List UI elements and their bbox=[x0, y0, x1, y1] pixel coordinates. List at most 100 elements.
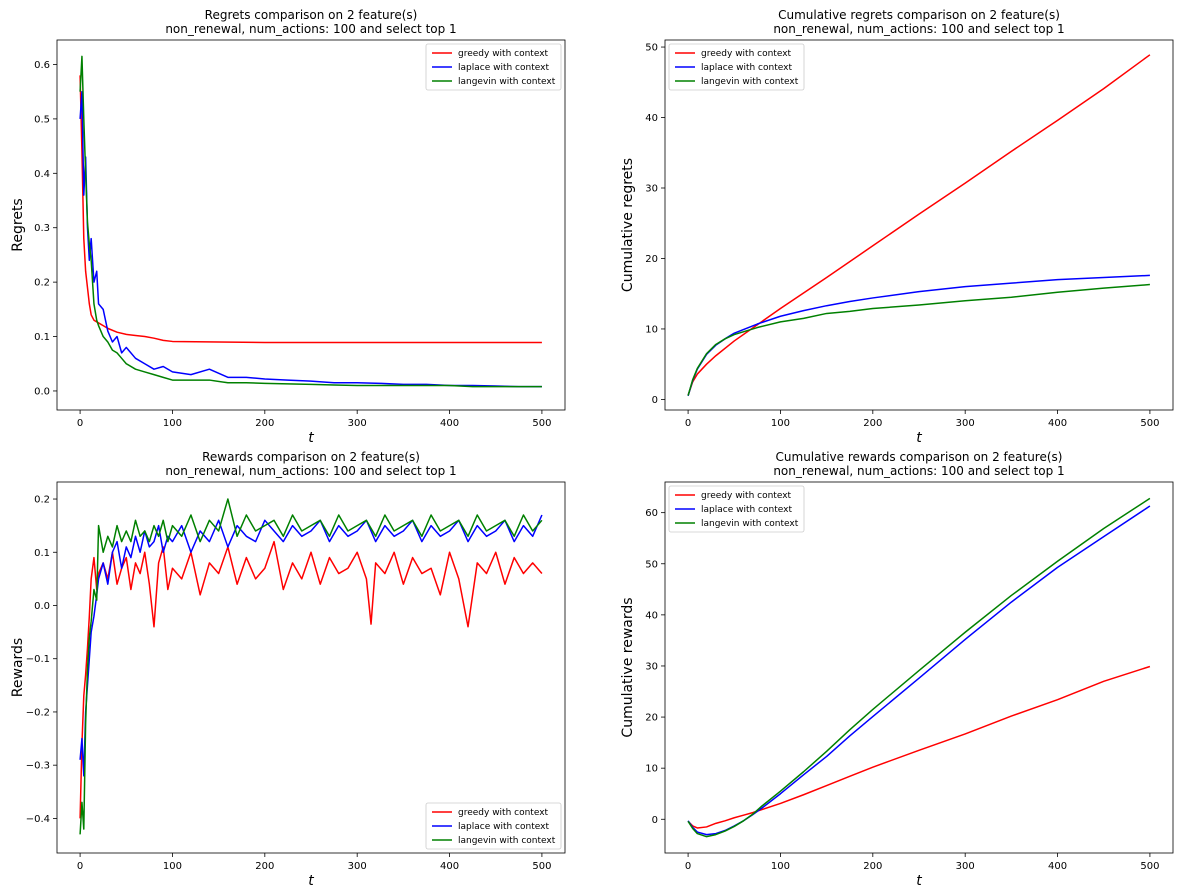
x-axis-label: t bbox=[916, 430, 922, 446]
y-tick-label: 30 bbox=[645, 661, 658, 672]
chart-subtitle: non_renewal, num_actions: 100 and select… bbox=[165, 22, 456, 36]
series-line-greedy bbox=[687, 54, 1151, 396]
axes-frame bbox=[56, 39, 566, 411]
y-axis-label: Rewards bbox=[10, 638, 26, 697]
y-tick-label: −0.4 bbox=[26, 814, 50, 825]
y-tick-label: 30 bbox=[645, 184, 658, 195]
x-tick-label: 200 bbox=[255, 861, 274, 872]
x-tick-label: 400 bbox=[440, 861, 459, 872]
chart-panel: Cumulative regrets comparison on 2 featu… bbox=[620, 8, 1174, 446]
y-tick-label: 10 bbox=[645, 324, 658, 335]
legend: greedy with context laplace with context l… bbox=[668, 485, 805, 533]
x-tick-label: 100 bbox=[163, 861, 182, 872]
x-tick-label: 0 bbox=[685, 418, 691, 429]
legend-box bbox=[668, 43, 805, 91]
legend-label: greedy with context bbox=[701, 491, 792, 501]
y-tick-label: 0.0 bbox=[34, 601, 50, 612]
x-tick-label: 0 bbox=[685, 861, 691, 872]
legend-label: laplace with context bbox=[701, 505, 792, 515]
chart-title: Cumulative regrets comparison on 2 featu… bbox=[778, 8, 1060, 22]
x-tick-label: 400 bbox=[1048, 861, 1067, 872]
legend-label: greedy with context bbox=[458, 49, 549, 59]
chart-panel: Regrets comparison on 2 feature(s)non_re… bbox=[10, 8, 566, 446]
legend-label: laplace with context bbox=[458, 822, 549, 832]
legend: greedy with context laplace with context l… bbox=[425, 802, 562, 850]
y-tick-label: 40 bbox=[645, 610, 658, 621]
series-line-greedy bbox=[687, 665, 1151, 829]
series-line-langevin bbox=[687, 283, 1150, 396]
x-tick-label: 300 bbox=[956, 861, 975, 872]
legend: greedy with context laplace with context l… bbox=[668, 43, 805, 91]
y-tick-label: 60 bbox=[645, 508, 658, 519]
chart-title: Cumulative rewards comparison on 2 featu… bbox=[776, 450, 1063, 464]
legend-box bbox=[668, 485, 805, 533]
x-tick-label: 500 bbox=[1140, 418, 1159, 429]
y-tick-label: 0.2 bbox=[34, 495, 50, 506]
legend-label: langevin with context bbox=[701, 77, 799, 87]
y-tick-label: 0.2 bbox=[34, 278, 50, 289]
y-tick-label: 10 bbox=[645, 764, 658, 775]
y-tick-label: 40 bbox=[645, 113, 658, 124]
y-tick-label: 0.6 bbox=[34, 60, 50, 71]
y-axis-label: Cumulative rewards bbox=[620, 597, 636, 737]
y-tick-label: −0.1 bbox=[26, 654, 50, 665]
legend-label: langevin with context bbox=[458, 77, 556, 87]
legend-label: greedy with context bbox=[458, 808, 549, 818]
legend-label: laplace with context bbox=[701, 63, 792, 73]
axes-frame bbox=[664, 481, 1174, 854]
x-axis-label: t bbox=[916, 873, 922, 889]
series-line-greedy bbox=[79, 540, 543, 819]
series-line-langevin bbox=[79, 498, 543, 835]
y-tick-label: 0.1 bbox=[34, 332, 50, 343]
x-tick-label: 0 bbox=[77, 861, 83, 872]
x-tick-label: 400 bbox=[1048, 418, 1067, 429]
chart-title: Regrets comparison on 2 feature(s) bbox=[205, 8, 418, 22]
chart-title: Rewards comparison on 2 feature(s) bbox=[202, 450, 420, 464]
y-tick-label: −0.3 bbox=[26, 761, 50, 772]
series-line-laplace bbox=[79, 514, 543, 777]
chart-panel: Rewards comparison on 2 feature(s)non_re… bbox=[10, 450, 566, 889]
chart-subtitle: non_renewal, num_actions: 100 and select… bbox=[773, 464, 1064, 478]
y-tick-label: 50 bbox=[645, 43, 658, 54]
y-tick-label: 0.5 bbox=[34, 114, 50, 125]
x-tick-label: 0 bbox=[77, 418, 83, 429]
series-line-laplace bbox=[79, 90, 542, 388]
legend-box bbox=[425, 43, 562, 91]
series-line-laplace bbox=[687, 505, 1151, 836]
y-tick-label: 0.1 bbox=[34, 548, 50, 559]
x-tick-label: 300 bbox=[348, 861, 367, 872]
x-tick-label: 200 bbox=[863, 861, 882, 872]
x-tick-label: 100 bbox=[771, 861, 790, 872]
legend-box bbox=[425, 802, 562, 850]
x-tick-label: 500 bbox=[1140, 861, 1159, 872]
x-tick-label: 200 bbox=[863, 418, 882, 429]
x-axis-label: t bbox=[308, 430, 314, 446]
axes-frame bbox=[56, 481, 566, 854]
legend-label: greedy with context bbox=[701, 49, 792, 59]
series-line-langevin bbox=[687, 497, 1151, 838]
legend: greedy with context laplace with context l… bbox=[425, 43, 562, 91]
x-tick-label: 100 bbox=[163, 418, 182, 429]
x-tick-label: 500 bbox=[532, 861, 551, 872]
y-tick-label: 0.3 bbox=[34, 223, 50, 234]
y-tick-label: 0.0 bbox=[34, 386, 50, 397]
x-tick-label: 500 bbox=[532, 418, 551, 429]
x-axis-label: t bbox=[308, 873, 314, 889]
y-tick-label: 0.4 bbox=[34, 169, 50, 180]
y-axis-label: Regrets bbox=[10, 198, 26, 251]
x-tick-label: 200 bbox=[255, 418, 274, 429]
y-tick-label: −0.2 bbox=[26, 707, 50, 718]
axes-frame bbox=[664, 39, 1174, 411]
legend-label: laplace with context bbox=[458, 63, 549, 73]
y-tick-label: 50 bbox=[645, 559, 658, 570]
x-tick-label: 300 bbox=[348, 418, 367, 429]
y-tick-label: 20 bbox=[645, 254, 658, 265]
y-tick-label: 0 bbox=[652, 395, 658, 406]
legend-label: langevin with context bbox=[701, 519, 799, 529]
y-axis-label: Cumulative regrets bbox=[620, 158, 636, 292]
chart-subtitle: non_renewal, num_actions: 100 and select… bbox=[773, 22, 1064, 36]
y-tick-label: 0 bbox=[652, 815, 658, 826]
chart-panel: Cumulative rewards comparison on 2 featu… bbox=[620, 450, 1174, 889]
x-tick-label: 100 bbox=[771, 418, 790, 429]
